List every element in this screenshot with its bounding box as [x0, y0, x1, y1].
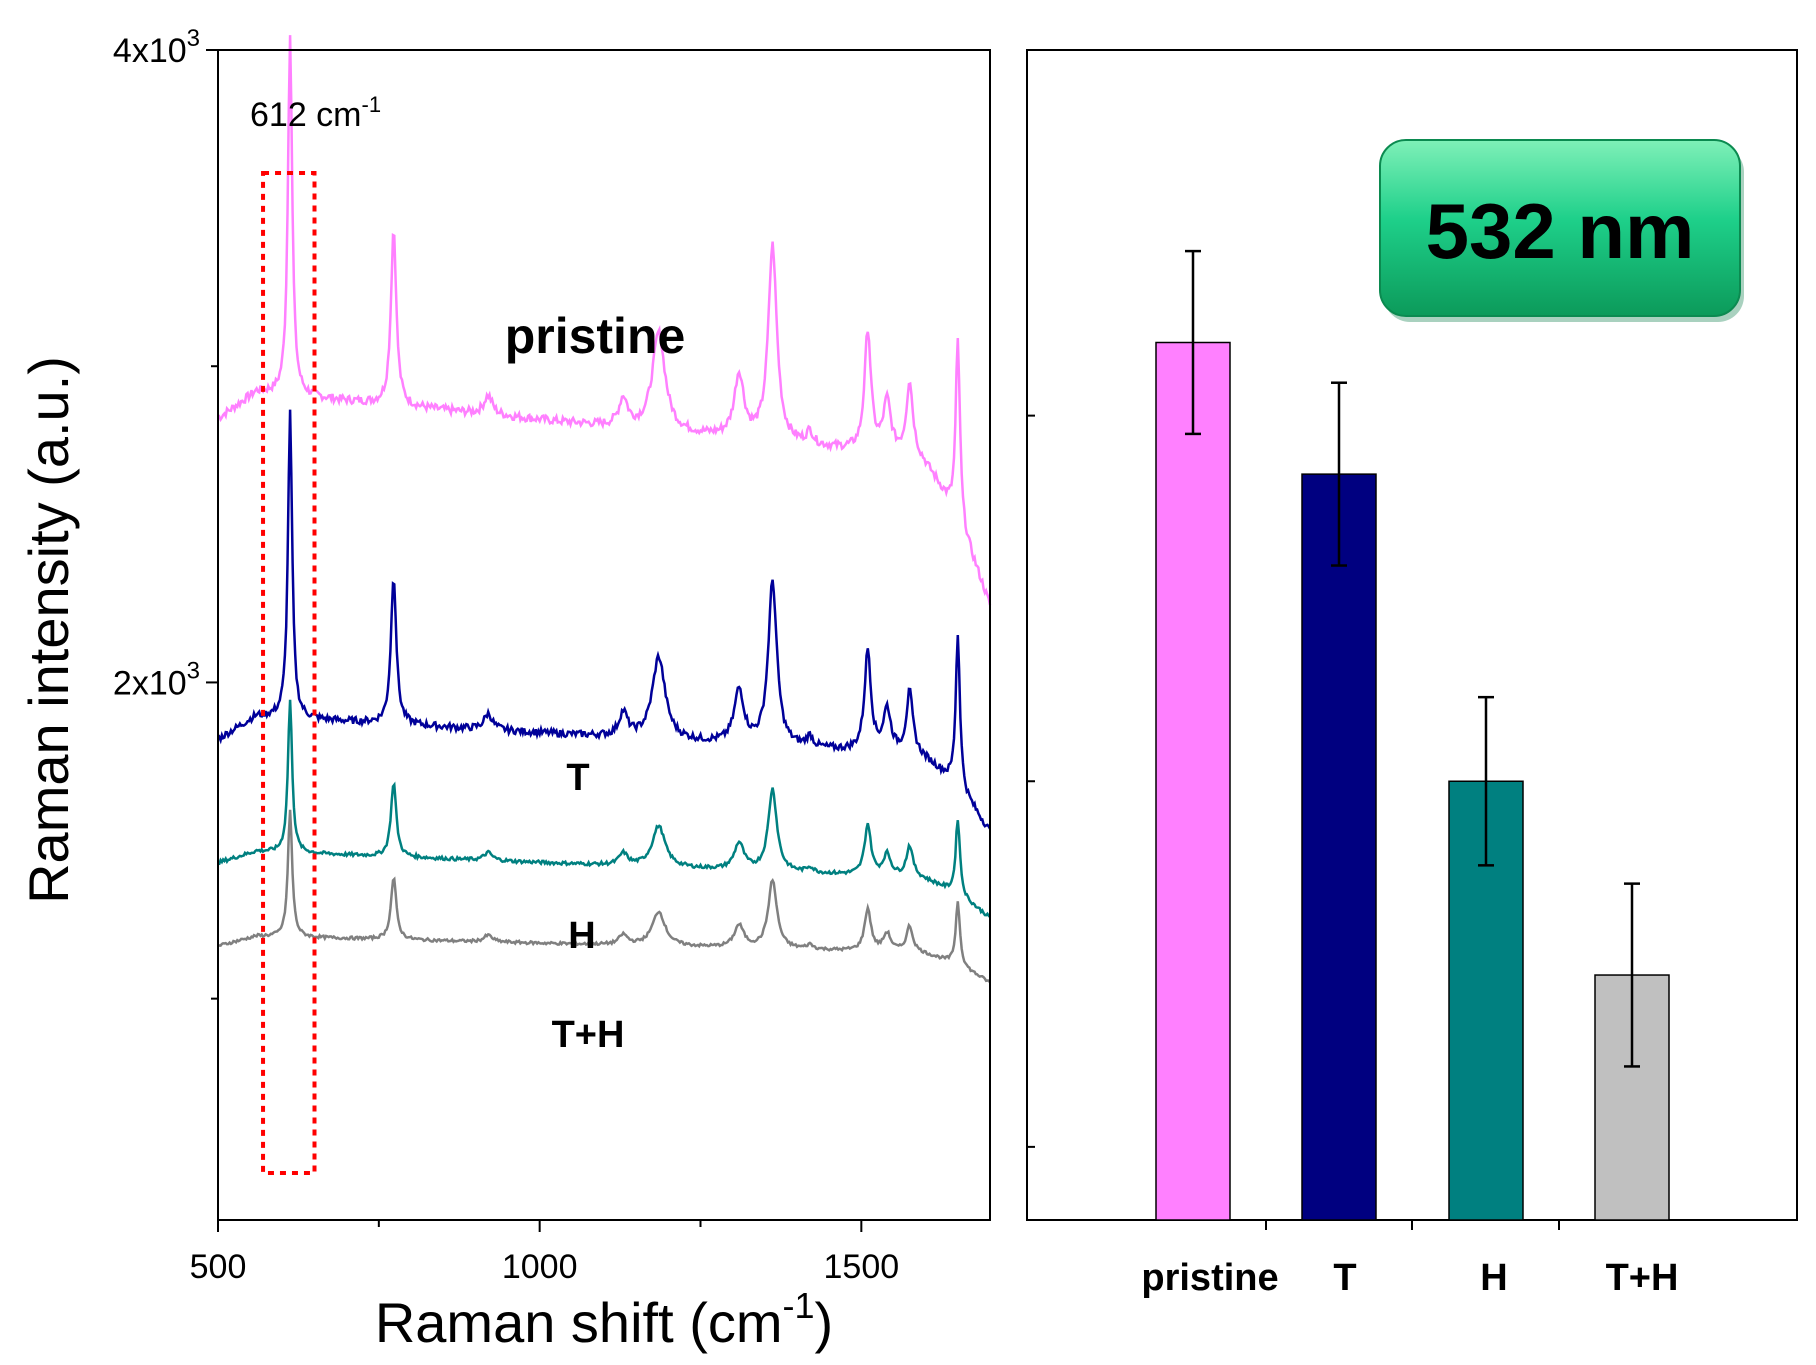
peak-annotation: 612 cm-1: [250, 92, 381, 134]
left-x-axis: 500 1000 1500: [190, 1220, 900, 1286]
raman-spectra-chart: 500 1000 1500 4x103 2x103 pristine T H T+H 612…: [17, 25, 992, 1354]
bars: [1155, 249, 1670, 1221]
bar-x-axis: [1265, 1220, 1560, 1230]
peak-highlight-box: [261, 171, 317, 1175]
series-label-h: H: [568, 915, 595, 957]
left-y-axis-title: Raman intensity (a.u.): [17, 356, 80, 904]
bar-label-t: T: [1333, 1257, 1356, 1299]
spectrum-h: [217, 699, 991, 918]
bar-label-pristine: pristine: [1141, 1257, 1278, 1299]
bar-y-axis: [1027, 414, 1035, 1148]
error-bar-t-plus-h: [1624, 882, 1640, 1068]
series-label-t: T: [566, 757, 589, 799]
left-x-axis-title: Raman shift (cm-1): [375, 1285, 833, 1354]
left-y-tick-label: 4x103: [113, 25, 200, 70]
left-x-tick-label: 1000: [502, 1248, 578, 1286]
intensity-bar-chart: pristine T H T+H 532 nm: [1026, 49, 1798, 1299]
error-bar-pristine: [1185, 249, 1201, 436]
left-x-tick-label: 500: [190, 1248, 247, 1286]
spectrum-t-plus-h: [217, 809, 992, 984]
series-label-t-plus-h: T+H: [552, 1014, 625, 1056]
spectrum-pristine: [217, 35, 992, 606]
left-x-tick-label: 1500: [824, 1248, 900, 1286]
series-label-pristine: pristine: [505, 308, 686, 364]
left-y-axis: 4x103 2x103: [113, 25, 218, 1000]
spectrum-t: [216, 409, 992, 830]
wavelength-badge: 532 nm: [1379, 139, 1744, 322]
bar-pristine: [1155, 341, 1231, 1221]
bar-category-labels: pristine T H T+H: [1141, 1257, 1678, 1299]
bar-t: [1301, 473, 1377, 1221]
error-bar-t: [1331, 381, 1347, 567]
left-y-tick-label: 2x103: [113, 657, 200, 702]
wavelength-badge-label: 532 nm: [1426, 187, 1695, 275]
left-plot-frame: [217, 49, 991, 1221]
series-labels: pristine T H T+H: [505, 308, 686, 1056]
spectra-lines: [216, 35, 992, 984]
error-bar-h: [1478, 695, 1494, 867]
bar-label-h: H: [1480, 1257, 1507, 1299]
bar-label-t-plus-h: T+H: [1606, 1257, 1679, 1299]
